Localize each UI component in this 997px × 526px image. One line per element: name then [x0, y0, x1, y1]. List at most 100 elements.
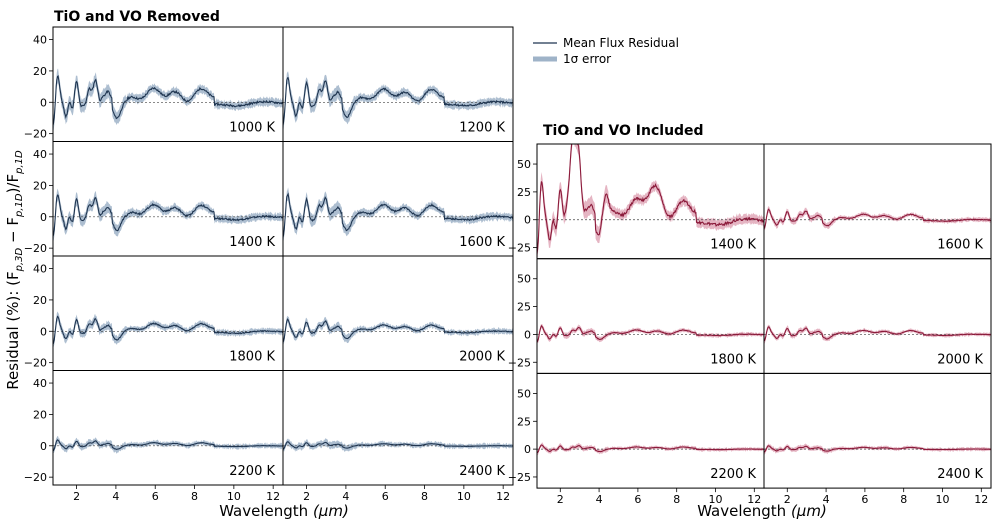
mean-flux-line: [283, 441, 513, 450]
panel-temperature-label: 2400 K: [937, 467, 983, 482]
panel-frame: [763, 372, 992, 489]
panel-1800k: 1800 K −25 0 25 50: [508, 258, 765, 374]
x-tick-label: 2: [303, 490, 310, 503]
y-axis-label: Residual (%): (Fp,3D − Fp,1D)/Fp,1D: [4, 150, 25, 390]
y-tick-label: 0: [40, 325, 47, 338]
y-tick-label: 0: [524, 443, 531, 456]
x-tick-label: 2: [557, 493, 564, 506]
y-tick-label: −25: [508, 356, 531, 369]
mean-flux-line: [537, 444, 764, 454]
x-tick-label: 10: [935, 493, 949, 506]
y-tick-label: 20: [33, 65, 47, 78]
mean-flux-line: [537, 324, 764, 343]
y-tick-label: −20: [24, 357, 47, 370]
panel-temperature-label: 1600 K: [459, 235, 505, 250]
legend-line-label: Mean Flux Residual: [563, 36, 679, 50]
error-band: [53, 188, 283, 242]
x-tick-label: 8: [191, 490, 198, 503]
legend: Mean Flux Residual 1σ error: [533, 36, 679, 66]
panels-tio-vo-removed: 1000 K −20 0 20 40 1200 K 1400 K −20 0 20 40 1600 K…: [24, 26, 514, 503]
panel-1600k: 1600 K: [282, 141, 514, 257]
group-title-tio-vo-included: TiO and VO Included: [543, 123, 704, 139]
x-tick-label: 12: [266, 490, 280, 503]
panel-temperature-label: 1200 K: [459, 121, 505, 136]
y-tick-label: 20: [33, 294, 47, 307]
x-tick-label: 12: [496, 490, 510, 503]
x-tick-label: 10: [457, 490, 471, 503]
y-tick-label: 20: [33, 179, 47, 192]
panel-2200k: 2200 K −20 0 20 40 2 4 6 8 10 12: [24, 370, 284, 503]
panel-temperature-label: 2200 K: [710, 467, 756, 482]
x-tick-label: 6: [634, 493, 641, 506]
y-tick-label: 50: [517, 273, 531, 286]
y-tick-label: 25: [517, 186, 531, 199]
x-tick-label: 2: [784, 493, 791, 506]
panel-2400k: 2400 K 2 4 6 8 10 12: [282, 370, 514, 503]
mean-flux-line: [764, 208, 991, 230]
x-tick-label: 4: [342, 490, 349, 503]
x-axis-label-right: Wavelength (μm): [697, 502, 827, 520]
x-tick-label: 12: [974, 493, 988, 506]
panel-temperature-label: 1000 K: [229, 121, 275, 136]
panel-1600k: 1600 K: [763, 143, 992, 260]
y-tick-label: 40: [33, 377, 47, 390]
panel-2000k: 2000 K: [282, 255, 514, 371]
panel-temperature-label: 2000 K: [937, 352, 983, 367]
x-tick-label: 12: [747, 493, 761, 506]
x-tick-label: 8: [673, 493, 680, 506]
mean-flux-line: [53, 439, 283, 452]
x-tick-label: 2: [73, 490, 80, 503]
mean-flux-line: [283, 318, 513, 343]
y-tick-label: 40: [33, 34, 47, 47]
error-band: [283, 187, 513, 244]
mean-flux-line: [53, 315, 283, 345]
y-tick-label: −20: [24, 128, 47, 141]
y-tick-label: 0: [524, 214, 531, 227]
y-tick-label: −25: [508, 471, 531, 484]
panel-temperature-label: 2200 K: [229, 464, 275, 479]
mean-flux-line: [53, 194, 283, 237]
mean-flux-line: [764, 326, 991, 342]
mean-flux-line: [537, 144, 764, 254]
y-tick-label: 50: [517, 158, 531, 171]
panel-frame: [282, 370, 514, 486]
mean-flux-line: [764, 445, 991, 453]
panel-2000k: 2000 K: [763, 258, 992, 374]
x-axis-label-left: Wavelength (μm): [219, 502, 349, 520]
y-tick-label: 25: [517, 301, 531, 314]
y-tick-label: 0: [40, 440, 47, 453]
x-tick-label: 6: [861, 493, 868, 506]
y-tick-label: −20: [24, 471, 47, 484]
panel-temperature-label: 1800 K: [229, 350, 275, 365]
y-tick-label: 40: [33, 148, 47, 161]
panel-temperature-label: 1400 K: [229, 235, 275, 250]
error-band: [283, 438, 513, 453]
legend-band-label: 1σ error: [563, 52, 611, 66]
x-tick-label: 6: [152, 490, 159, 503]
x-tick-label: 4: [596, 493, 603, 506]
panel-1200k: 1200 K: [282, 26, 514, 142]
panel-temperature-label: 2400 K: [459, 464, 505, 479]
y-tick-label: 40: [33, 263, 47, 276]
y-tick-label: 50: [517, 387, 531, 400]
group-title-tio-vo-removed: TiO and VO Removed: [54, 9, 220, 25]
panels-tio-vo-included: 1400 K −25 0 25 50 1600 K 1800 K −25 0 25 50 2000 K…: [508, 143, 992, 506]
panel-1400k: 1400 K −25 0 25 50: [508, 143, 765, 260]
y-tick-label: 20: [33, 408, 47, 421]
panel-temperature-label: 1400 K: [710, 238, 756, 253]
x-tick-label: 6: [382, 490, 389, 503]
error-band: [53, 435, 283, 454]
mean-flux-line: [53, 75, 283, 126]
panel-temperature-label: 1600 K: [937, 238, 983, 253]
error-band: [53, 68, 283, 132]
x-tick-label: 4: [112, 490, 119, 503]
y-tick-label: 0: [524, 328, 531, 341]
panel-temperature-label: 1800 K: [710, 352, 756, 367]
x-tick-label: 8: [421, 490, 428, 503]
error-band: [283, 315, 513, 347]
y-tick-label: −20: [24, 242, 47, 255]
x-tick-label: 4: [823, 493, 830, 506]
error-band: [764, 206, 991, 232]
panel-temperature-label: 2000 K: [459, 350, 505, 365]
panel-1000k: 1000 K −20 0 20 40: [24, 26, 284, 142]
